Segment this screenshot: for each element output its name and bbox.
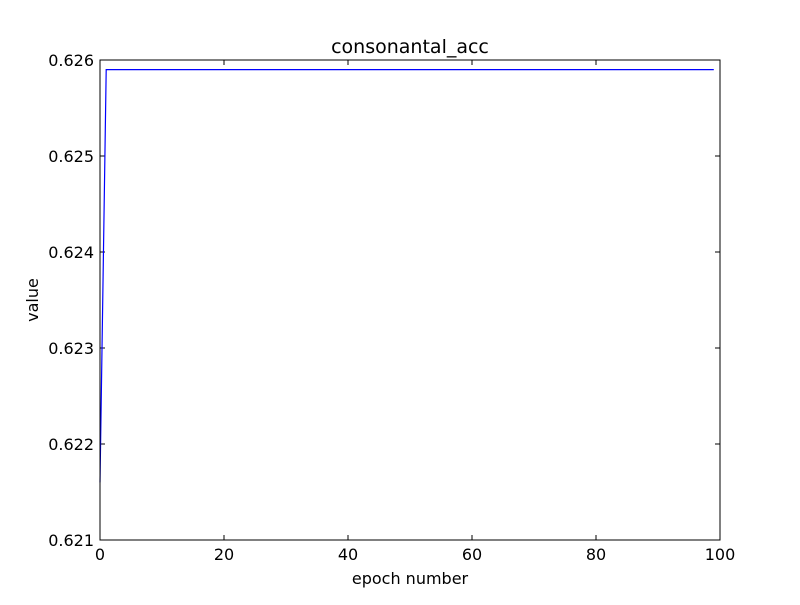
y-axis-label: value xyxy=(23,278,42,322)
y-tick-label: 0.621 xyxy=(48,531,94,550)
y-tick-label: 0.626 xyxy=(48,51,94,70)
x-tick-label: 80 xyxy=(586,545,606,564)
plot-frame xyxy=(99,59,721,541)
y-tick-label: 0.625 xyxy=(48,147,94,166)
y-tick-label: 0.623 xyxy=(48,339,94,358)
series-layer xyxy=(99,68,714,483)
x-axis-label: epoch number xyxy=(352,569,469,588)
x-tick-label: 100 xyxy=(705,545,736,564)
y-tick-label: 0.622 xyxy=(48,435,94,454)
x-tick-label: 20 xyxy=(214,545,234,564)
x-tick-label: 60 xyxy=(462,545,482,564)
x-tick-label: 0 xyxy=(95,545,105,564)
ticks-layer: 0 20 40 60 80 100 0.621 0.622 0.623 0.624 0.625 0.6… xyxy=(48,51,735,564)
x-tick-label: 40 xyxy=(338,545,358,564)
series-line xyxy=(99,68,714,483)
chart-title: consonantal_acc xyxy=(331,36,489,58)
y-tick-label: 0.624 xyxy=(48,243,94,262)
